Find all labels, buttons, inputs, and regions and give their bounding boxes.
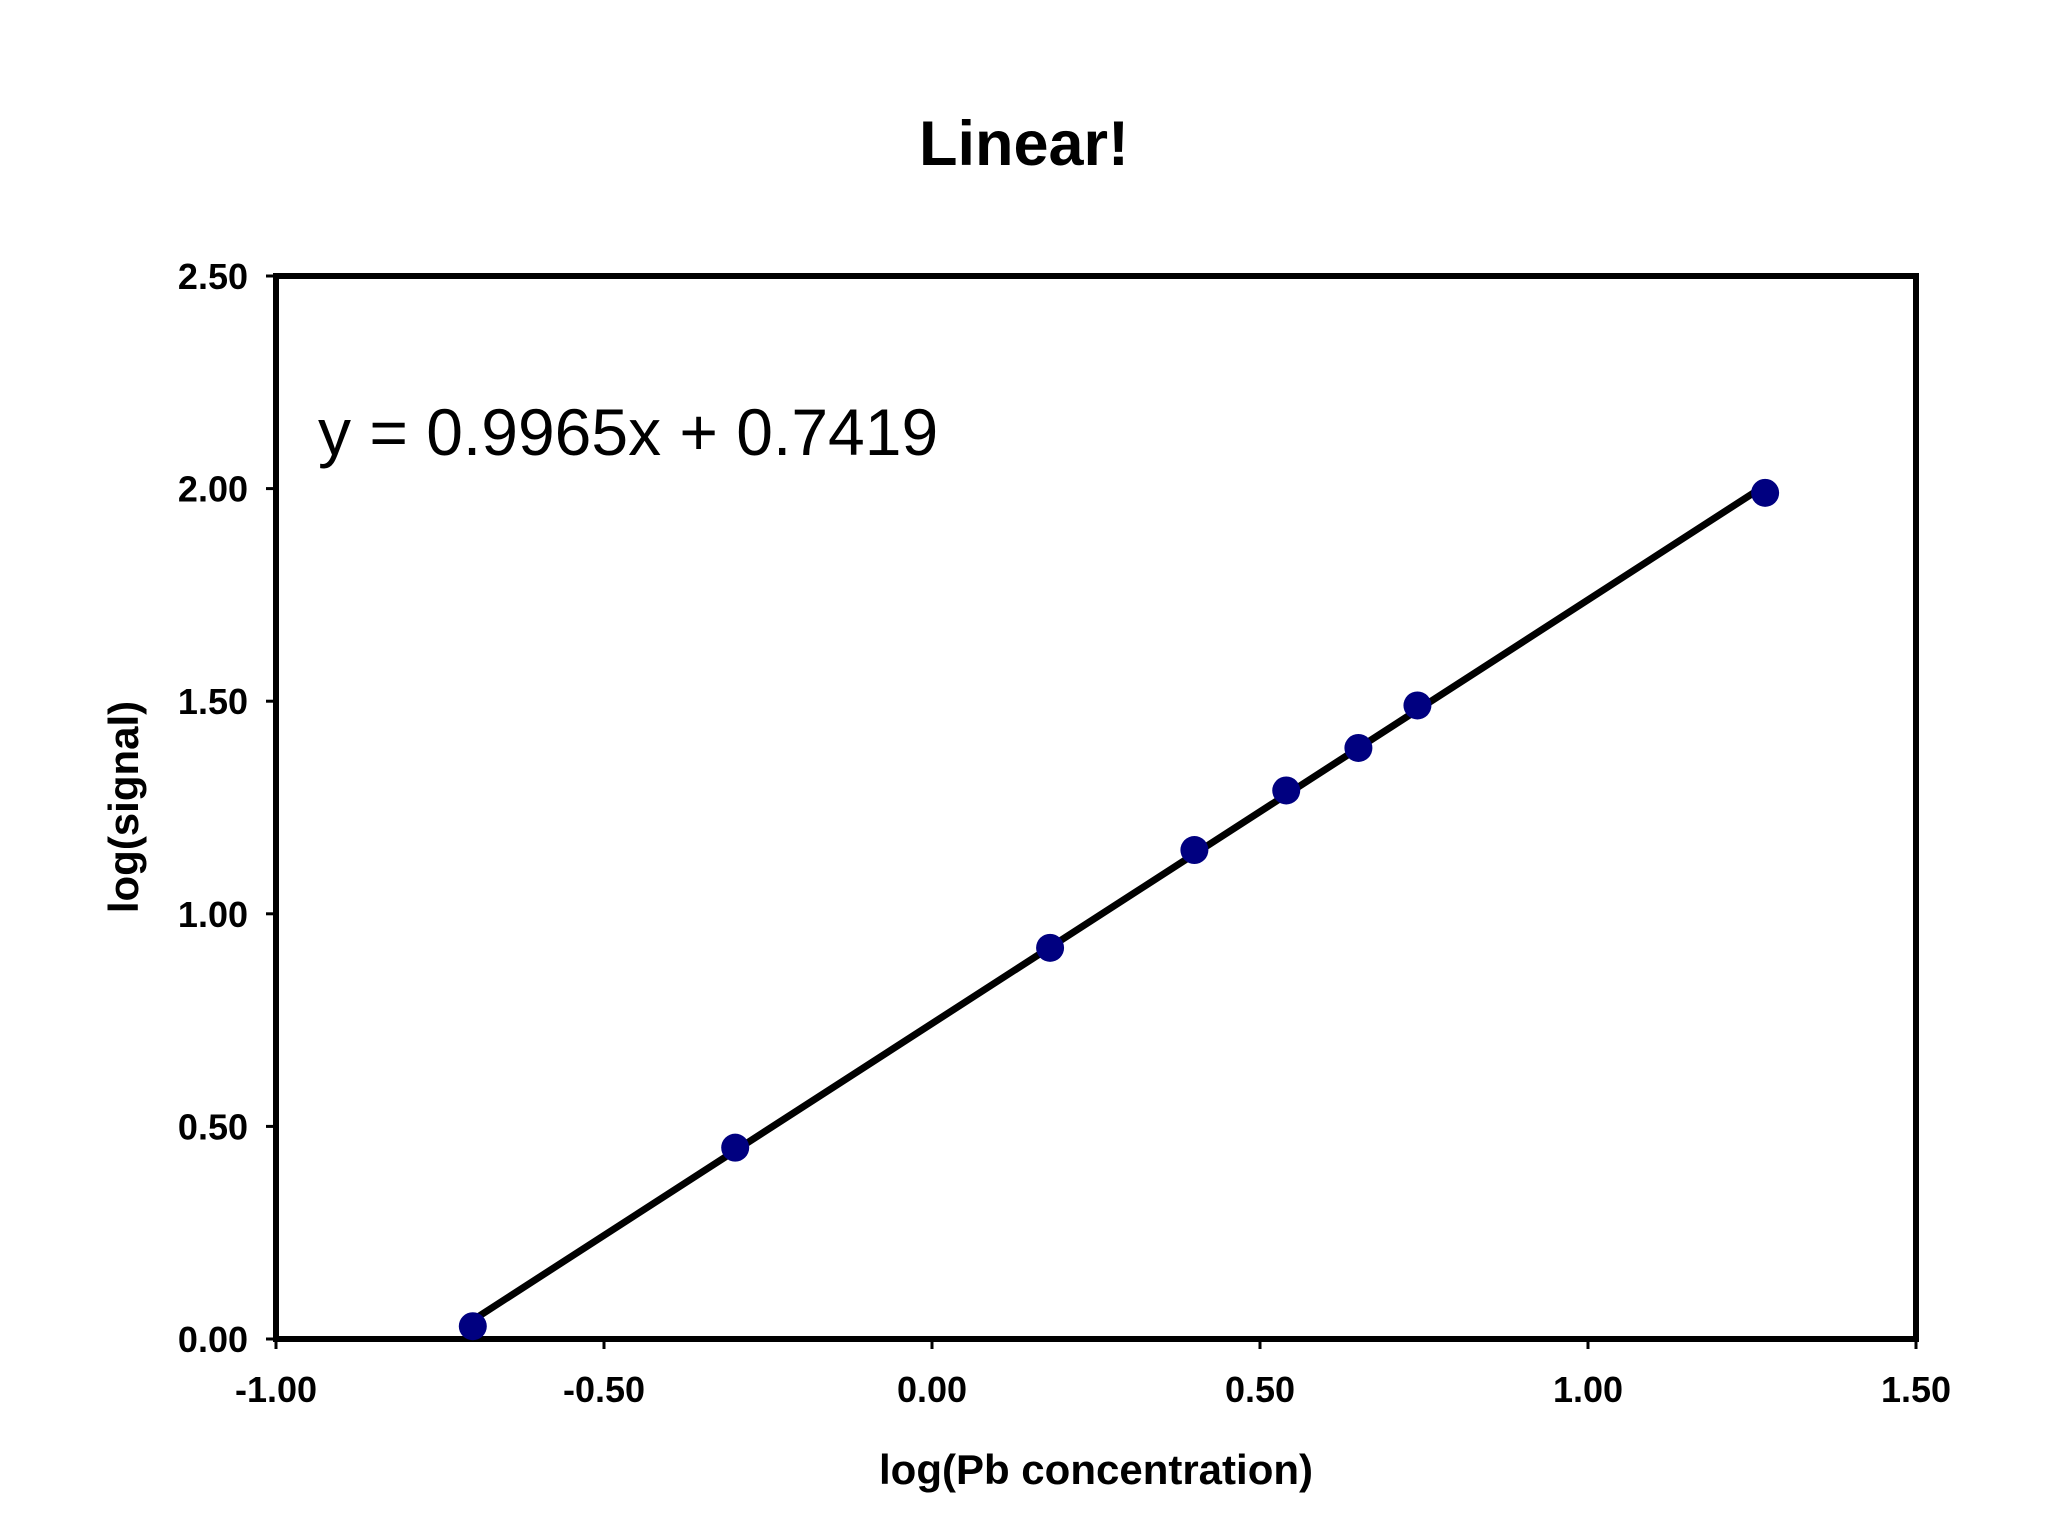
y-tick-label: 0.00 xyxy=(178,1319,248,1360)
trendline-equation: y = 0.9965x + 0.7419 xyxy=(318,395,938,469)
data-points xyxy=(458,478,1780,1341)
plot-area xyxy=(273,273,1919,1342)
data-point xyxy=(1751,478,1780,507)
data-point xyxy=(1180,836,1209,865)
x-tick-label: 1.50 xyxy=(1881,1369,1951,1410)
y-axis-label: log(signal) xyxy=(100,701,147,913)
y-tick-label: 2.00 xyxy=(178,469,248,510)
plot-border xyxy=(273,273,1919,1342)
x-axis: -1.00 -0.50 0.00 0.50 1.00 1.50 xyxy=(235,1339,1951,1410)
data-point xyxy=(1272,776,1301,805)
data-point xyxy=(1344,733,1373,762)
data-point xyxy=(1036,933,1065,962)
data-point xyxy=(721,1133,750,1162)
y-axis: 0.00 0.50 1.00 1.50 2.00 2.50 xyxy=(178,256,276,1360)
chart-title: Linear! xyxy=(919,109,1129,179)
data-point xyxy=(458,1312,487,1341)
trendline-group xyxy=(469,481,1769,1324)
trendline xyxy=(469,481,1769,1324)
data-point xyxy=(1403,691,1432,720)
y-tick-label: 0.50 xyxy=(178,1106,248,1147)
y-tick-label: 1.00 xyxy=(178,894,248,935)
x-axis-label: log(Pb concentration) xyxy=(879,1446,1313,1493)
y-tick-label: 1.50 xyxy=(178,681,248,722)
x-tick-label: 1.00 xyxy=(1553,1369,1623,1410)
x-tick-label: -1.00 xyxy=(235,1369,317,1410)
x-tick-label: -0.50 xyxy=(563,1369,645,1410)
x-tick-label: 0.00 xyxy=(897,1369,967,1410)
y-tick-label: 2.50 xyxy=(178,256,248,297)
x-tick-label: 0.50 xyxy=(1225,1369,1295,1410)
